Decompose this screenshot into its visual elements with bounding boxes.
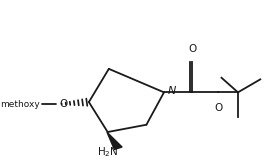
Text: methoxy: methoxy xyxy=(0,99,40,109)
Text: O: O xyxy=(59,99,67,109)
Text: O: O xyxy=(188,44,196,54)
Text: H$_2$N: H$_2$N xyxy=(97,145,118,159)
Text: O: O xyxy=(214,103,222,113)
Polygon shape xyxy=(107,132,122,149)
Text: N: N xyxy=(168,86,176,96)
